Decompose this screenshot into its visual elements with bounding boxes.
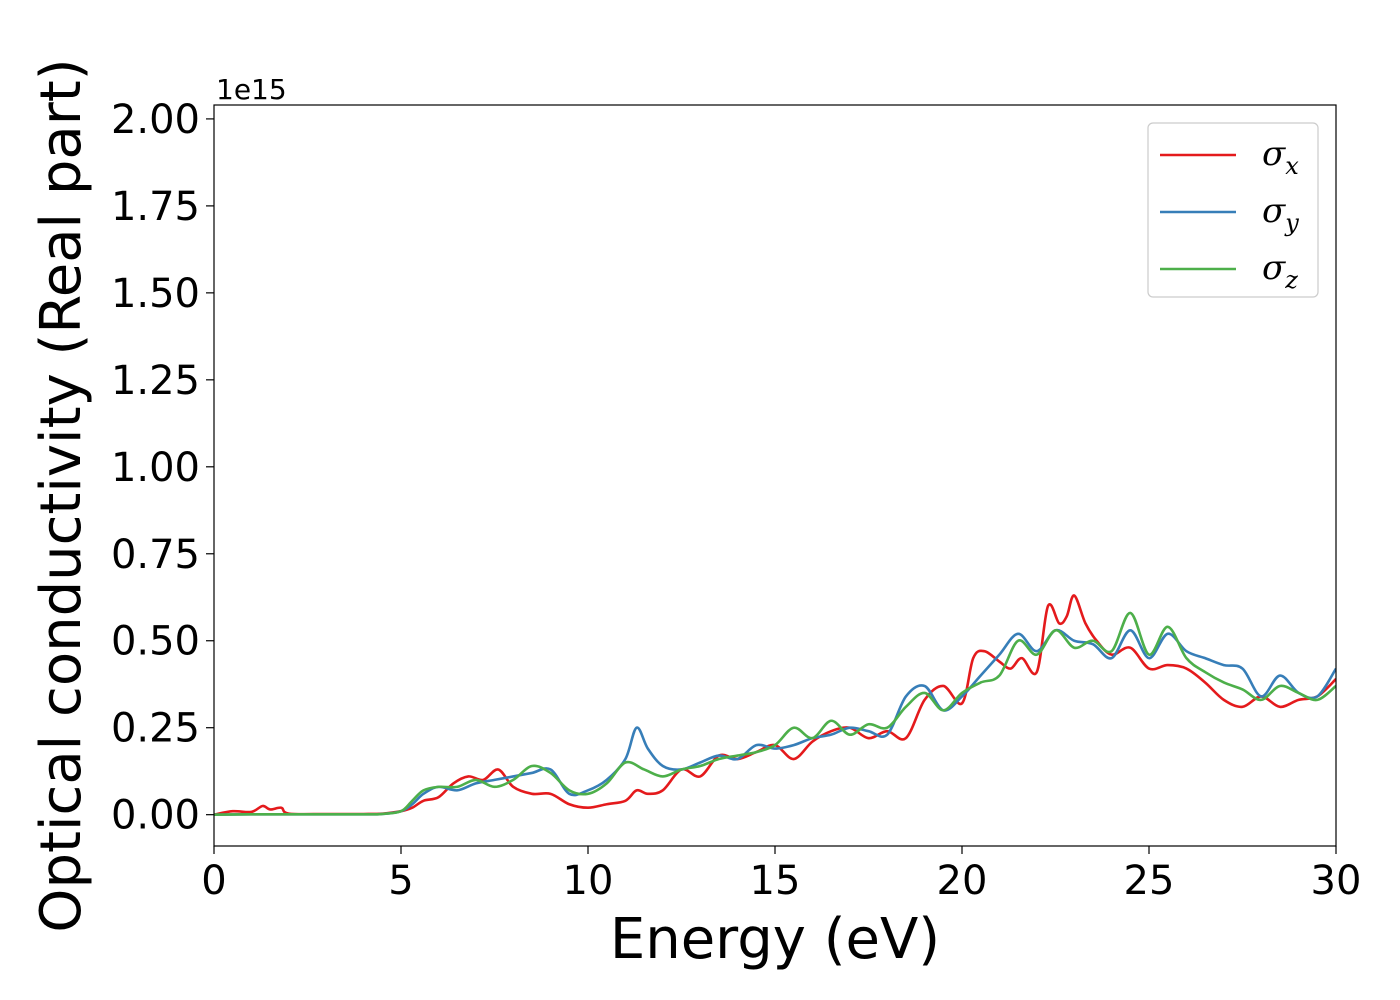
- y-tick-label: 1.75: [111, 184, 200, 230]
- legend-symbol: σ: [1262, 191, 1286, 231]
- y-tick-label: 0.75: [111, 532, 200, 578]
- y-tick-label: 2.00: [111, 97, 200, 143]
- legend-subscript: y: [1284, 209, 1299, 237]
- y-tick-label: 1.50: [111, 271, 200, 317]
- x-tick-label: 30: [1311, 858, 1362, 904]
- x-axis-title: Energy (eV): [610, 907, 940, 972]
- y-tick-label: 0.00: [111, 793, 200, 839]
- x-tick-label: 25: [1124, 858, 1175, 904]
- y-tick-label: 1.00: [111, 445, 200, 491]
- y-tick-label: 0.50: [111, 619, 200, 665]
- series-layer: [214, 594, 1336, 816]
- x-tick-label: 5: [388, 858, 413, 904]
- legend-label-z: σz: [1262, 248, 1298, 294]
- series-line-y: [214, 628, 1336, 816]
- x-tick-label: 10: [563, 858, 614, 904]
- series-line-x: [214, 594, 1336, 816]
- x-tick-label: 0: [201, 858, 226, 904]
- legend-label-y: σy: [1262, 191, 1299, 237]
- x-tick-label: 20: [937, 858, 988, 904]
- x-axis: 0 5 10 15 20 25 30: [201, 846, 1361, 904]
- y-offset-label: 1e15: [216, 73, 287, 106]
- y-axis: 0.00 0.25 0.50 0.75 1.00 1.25 1.50 1.75 2.00: [111, 97, 214, 839]
- y-axis-title: Optical conductivity (Real part): [29, 58, 94, 932]
- legend-symbol: σ: [1262, 248, 1286, 288]
- y-tick-label: 0.25: [111, 706, 200, 752]
- legend-box: [1147, 122, 1319, 298]
- legend-subscript: z: [1284, 266, 1298, 294]
- legend-subscript: x: [1285, 152, 1299, 180]
- legend-label-x: σx: [1262, 134, 1299, 180]
- legend-symbol: σ: [1262, 134, 1286, 174]
- x-tick-label: 15: [750, 858, 801, 904]
- y-tick-label: 1.25: [111, 358, 200, 404]
- series-lines: [214, 594, 1336, 816]
- series-line-z: [214, 611, 1336, 816]
